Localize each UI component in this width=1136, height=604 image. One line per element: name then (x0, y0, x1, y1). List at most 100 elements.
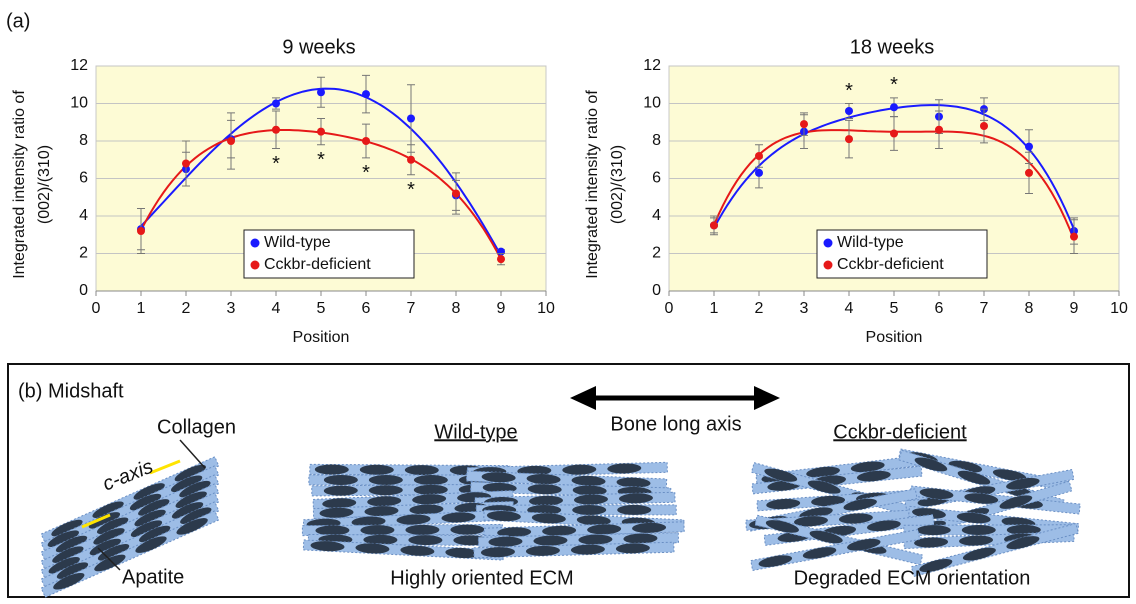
x-tick-label: 8 (452, 300, 461, 317)
point (272, 126, 280, 134)
y-tick-label: 4 (652, 207, 661, 224)
legend-marker (251, 261, 260, 270)
x-tick-label: 9 (497, 300, 506, 317)
apatite (414, 475, 448, 485)
label: Apatite (122, 566, 184, 588)
point (317, 128, 325, 136)
point (890, 103, 898, 111)
significance-mark: * (272, 153, 280, 175)
legend-marker (824, 261, 833, 270)
pointer (180, 440, 205, 468)
legend-marker (824, 239, 833, 248)
point (362, 137, 370, 145)
x-tick-label: 7 (980, 300, 989, 317)
legend-label: Cckbr-deficient (264, 256, 371, 273)
fibril (302, 524, 502, 535)
x-tick-label: 6 (935, 300, 944, 317)
point (890, 130, 898, 138)
legend-label: Cckbr-deficient (837, 256, 944, 273)
caption: Highly oriented ECM (390, 567, 573, 589)
chart-title: 9 weeks (282, 36, 355, 58)
x-tick-label: 2 (182, 300, 191, 317)
y-tick-label: 0 (652, 282, 661, 299)
y-tick-label: 6 (79, 170, 88, 187)
legend-label: Wild-type (264, 234, 331, 251)
legend-label: Wild-type (837, 234, 904, 251)
x-tick-label: 4 (845, 300, 854, 317)
point (755, 169, 763, 177)
point (182, 160, 190, 168)
point (845, 107, 853, 115)
legend-marker (251, 239, 260, 248)
point (980, 122, 988, 130)
x-tick-label: 7 (407, 300, 416, 317)
y-axis-label: (002)/(310) (609, 145, 626, 224)
point (755, 152, 763, 160)
x-axis-label: Position (866, 329, 923, 346)
label: Cckbr-deficient (833, 421, 967, 443)
panel-label: (b) Midshaft (18, 380, 124, 402)
y-tick-label: 12 (643, 57, 661, 74)
point (710, 221, 718, 229)
significance-mark: * (362, 162, 370, 184)
point (272, 100, 280, 108)
chart-title: 18 weeks (850, 36, 935, 58)
x-tick-label: 10 (1110, 300, 1128, 317)
point (1025, 143, 1033, 151)
x-tick-label: 0 (665, 300, 674, 317)
label: Wild-type (434, 421, 517, 443)
y-tick-label: 10 (643, 95, 661, 112)
x-tick-label: 10 (537, 300, 555, 317)
significance-mark: * (890, 74, 898, 96)
y-axis-label: Integrated intensity ratio of (11, 90, 28, 279)
y-tick-label: 4 (79, 207, 88, 224)
significance-mark: * (407, 179, 415, 201)
x-tick-label: 4 (272, 300, 281, 317)
caption: Degraded ECM orientation (794, 567, 1031, 589)
y-tick-label: 8 (652, 132, 661, 149)
apatite (617, 505, 651, 515)
y-tick-label: 2 (652, 245, 661, 262)
x-tick-label: 3 (227, 300, 236, 317)
x-tick-label: 5 (890, 300, 899, 317)
point (137, 227, 145, 235)
x-tick-label: 5 (317, 300, 326, 317)
apatite (917, 525, 951, 535)
apatite (962, 525, 996, 535)
y-axis-label: Integrated intensity ratio of (584, 90, 601, 279)
y-tick-label: 8 (79, 132, 88, 149)
point (1025, 169, 1033, 177)
y-tick-label: 2 (79, 245, 88, 262)
point (497, 255, 505, 263)
apatite (369, 475, 403, 485)
x-tick-label: 8 (1025, 300, 1034, 317)
x-tick-label: 1 (710, 300, 719, 317)
point (407, 115, 415, 123)
x-tick-label: 1 (137, 300, 146, 317)
point (317, 88, 325, 96)
label: Collagen (157, 416, 236, 438)
point (845, 135, 853, 143)
x-tick-label: 6 (362, 300, 371, 317)
x-axis-label: Position (293, 329, 350, 346)
significance-mark: * (317, 149, 325, 171)
arrow (150, 461, 180, 473)
y-tick-label: 10 (70, 95, 88, 112)
point (227, 137, 235, 145)
point (362, 90, 370, 98)
x-tick-label: 2 (755, 300, 764, 317)
y-tick-label: 0 (79, 282, 88, 299)
point (452, 190, 460, 198)
y-axis-label: (002)/(310) (36, 145, 53, 224)
point (800, 120, 808, 128)
point (1070, 233, 1078, 241)
apatite (572, 505, 606, 515)
apatite (324, 475, 358, 485)
y-tick-label: 12 (70, 57, 88, 74)
x-tick-label: 0 (92, 300, 101, 317)
point (935, 126, 943, 134)
y-tick-label: 6 (652, 170, 661, 187)
significance-mark: * (845, 80, 853, 102)
panel-label: (a) (6, 10, 30, 32)
label: Bone long axis (610, 413, 741, 435)
